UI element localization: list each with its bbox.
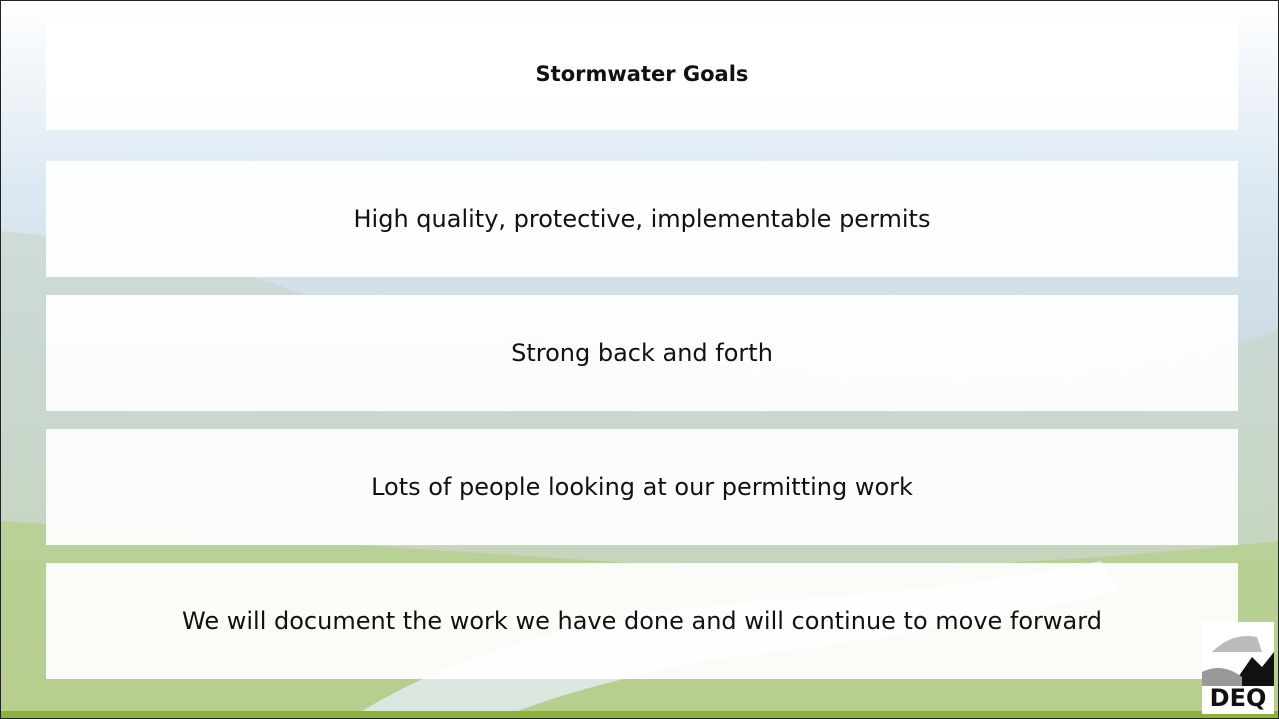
- slide-title: Stormwater Goals: [46, 18, 1238, 130]
- goal-box: Lots of people looking at our permitting…: [46, 429, 1238, 545]
- logo: DEQ: [1202, 622, 1274, 714]
- goal-box: Strong back and forth: [46, 295, 1238, 411]
- logo-text: DEQ: [1202, 684, 1274, 712]
- logo-art: [1202, 622, 1274, 686]
- goal-box: High quality, protective, implementable …: [46, 161, 1238, 277]
- slide: Stormwater Goals High quality, protectiv…: [0, 0, 1279, 719]
- goal-box: We will document the work we have done a…: [46, 563, 1238, 679]
